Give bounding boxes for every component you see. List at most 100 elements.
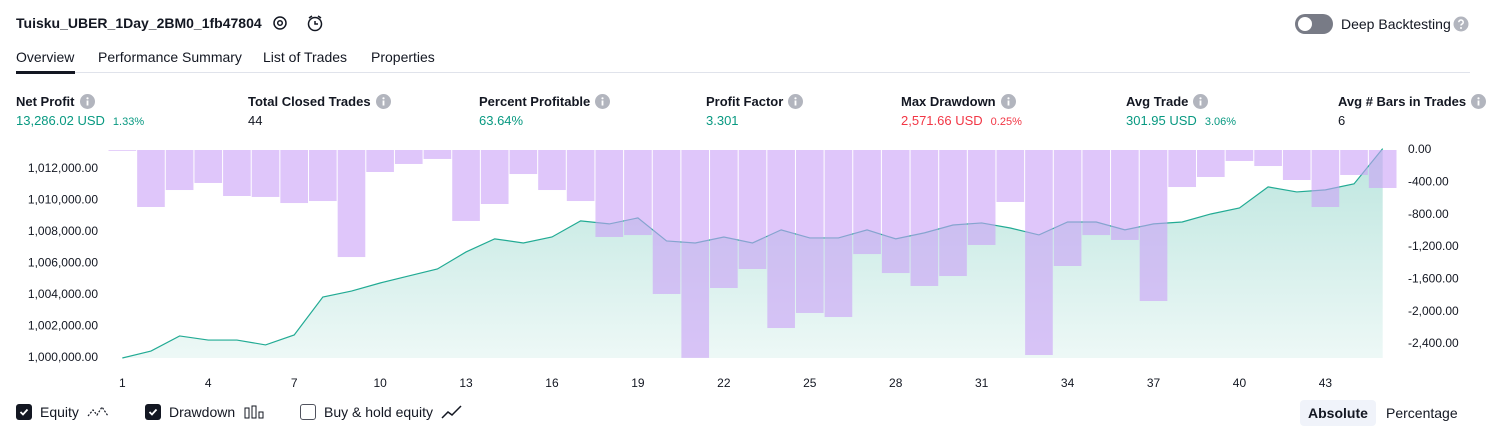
x-tick-label: 40 [1233, 376, 1247, 390]
x-tick-label: 28 [889, 376, 903, 390]
drawdown-bar [309, 150, 337, 202]
checkbox[interactable] [16, 404, 32, 420]
metric-value-row: 6 [1338, 113, 1345, 128]
metric-extra: 3.06% [1204, 116, 1237, 128]
drawdown-bar [137, 150, 165, 207]
active-tab-indicator [16, 71, 75, 74]
y-tick-label: 1,006,000.00 [28, 256, 98, 270]
drawdown-bar [423, 150, 452, 159]
drawdown-bar [1368, 150, 1397, 188]
metric-value-row: 3.301 [706, 113, 739, 128]
drawdown-bar [910, 150, 939, 286]
x-tick-label: 19 [631, 376, 645, 390]
drawdown-bar [767, 150, 795, 329]
tab[interactable]: Properties [371, 49, 435, 65]
x-tick-label: 25 [803, 376, 817, 390]
settings-icon[interactable] [271, 14, 289, 32]
drawdown-bar [1111, 150, 1139, 240]
drawdown-bar [939, 150, 967, 277]
y2-tick-label: -2,000.00 [1408, 304, 1459, 318]
drawdown-bar [1168, 150, 1196, 188]
drawdown-bar [251, 150, 280, 197]
drawdown-bar [1082, 150, 1111, 236]
legend-item[interactable]: Drawdown [145, 404, 265, 420]
metric-value-row: 13,286.02 USD 1.33% [16, 113, 144, 128]
metric-value-row: 2,571.66 USD 0.25% [901, 113, 1022, 128]
checkbox[interactable] [300, 404, 316, 420]
info-icon[interactable] [79, 94, 95, 109]
info-icon[interactable] [788, 94, 804, 109]
tab[interactable]: Overview [16, 49, 75, 65]
equity-legend-icon [87, 405, 109, 417]
drawdown-bar [1340, 150, 1368, 175]
drawdown-bar [480, 150, 509, 205]
info-icon[interactable] [595, 94, 611, 109]
metric-value: 44 [248, 113, 263, 128]
scale-button[interactable]: Absolute [1300, 400, 1376, 426]
metric-label-row: Max Drawdown [901, 94, 1016, 109]
x-tick-label: 13 [459, 376, 473, 390]
x-tick-label: 34 [1061, 376, 1075, 390]
y2-tick-label: -2,400.00 [1408, 336, 1459, 350]
info-icon[interactable] [1000, 94, 1016, 109]
info-icon[interactable] [1193, 94, 1209, 109]
metric-extra: 1.33% [112, 116, 145, 128]
drawdown-bar [824, 150, 853, 318]
drawdown-bar [681, 150, 710, 358]
drawdown-bar [566, 150, 595, 202]
metric-value: 13,286.02 USD [16, 113, 105, 128]
info-icon[interactable] [375, 94, 391, 109]
tab[interactable]: Performance Summary [98, 49, 242, 65]
drawdown-bar [1311, 150, 1340, 207]
drawdown-bar [795, 150, 824, 313]
metric-label: Profit Factor [706, 94, 784, 109]
buy-hold-legend-icon [441, 405, 462, 419]
metric-value-row: 63.64% [479, 113, 523, 128]
alert-icon[interactable] [305, 13, 325, 33]
x-tick-label: 4 [205, 376, 212, 390]
legend-item[interactable]: Buy & hold equity [300, 404, 463, 420]
drawdown-bar [996, 150, 1025, 202]
tab-separator [16, 72, 1470, 73]
info-icon[interactable] [1471, 94, 1486, 109]
scale-button[interactable]: Percentage [1386, 405, 1458, 421]
x-tick-label: 43 [1319, 376, 1333, 390]
y2-tick-label: -800.00 [1408, 207, 1449, 221]
y2-tick-label: -400.00 [1408, 175, 1449, 189]
y-tick-label: 1,008,000.00 [28, 224, 98, 238]
deep-backtesting-toggle[interactable] [1295, 14, 1333, 34]
help-icon[interactable] [1453, 16, 1469, 32]
drawdown-bar [853, 150, 881, 255]
drawdown-bar [1225, 150, 1254, 161]
tab[interactable]: List of Trades [263, 49, 348, 65]
metric-label: Percent Profitable [479, 94, 591, 109]
metric-value-row: 44 [248, 113, 262, 128]
metric-value: 63.64% [479, 113, 524, 128]
drawdown-bar [165, 150, 194, 191]
drawdown-bar [1254, 150, 1282, 167]
metric-label: Avg # Bars in Trades [1338, 94, 1467, 109]
y2-tick-label: -1,200.00 [1408, 239, 1459, 253]
drawdown-bar [538, 150, 566, 191]
x-tick-label: 37 [1147, 376, 1161, 390]
drawdown-bar [652, 150, 681, 294]
drawdown-bar [738, 150, 767, 269]
drawdown-bar [194, 150, 223, 183]
chart: 1,000,000.00 1,002,000.00 1,004,000.00 1,00… [28, 142, 1459, 390]
drawdown-bar [624, 150, 652, 236]
metric-label-row: Net Profit [16, 94, 95, 109]
y2-tick-label: -1,600.00 [1408, 272, 1459, 286]
x-tick-label: 22 [717, 376, 731, 390]
x-tick-label: 1 [119, 376, 126, 390]
metric-label: Max Drawdown [901, 94, 996, 109]
drawdown-bar [967, 150, 996, 245]
drawdown-bar [1025, 150, 1053, 356]
legend-label: Buy & hold equity [324, 404, 433, 420]
drawdown-bar [1196, 150, 1225, 178]
legend-item[interactable]: Equity [16, 404, 109, 420]
drawdown-bar [1139, 150, 1168, 302]
checkbox[interactable] [145, 404, 161, 420]
drawdown-bar [452, 150, 480, 221]
x-tick-label: 16 [545, 376, 559, 390]
